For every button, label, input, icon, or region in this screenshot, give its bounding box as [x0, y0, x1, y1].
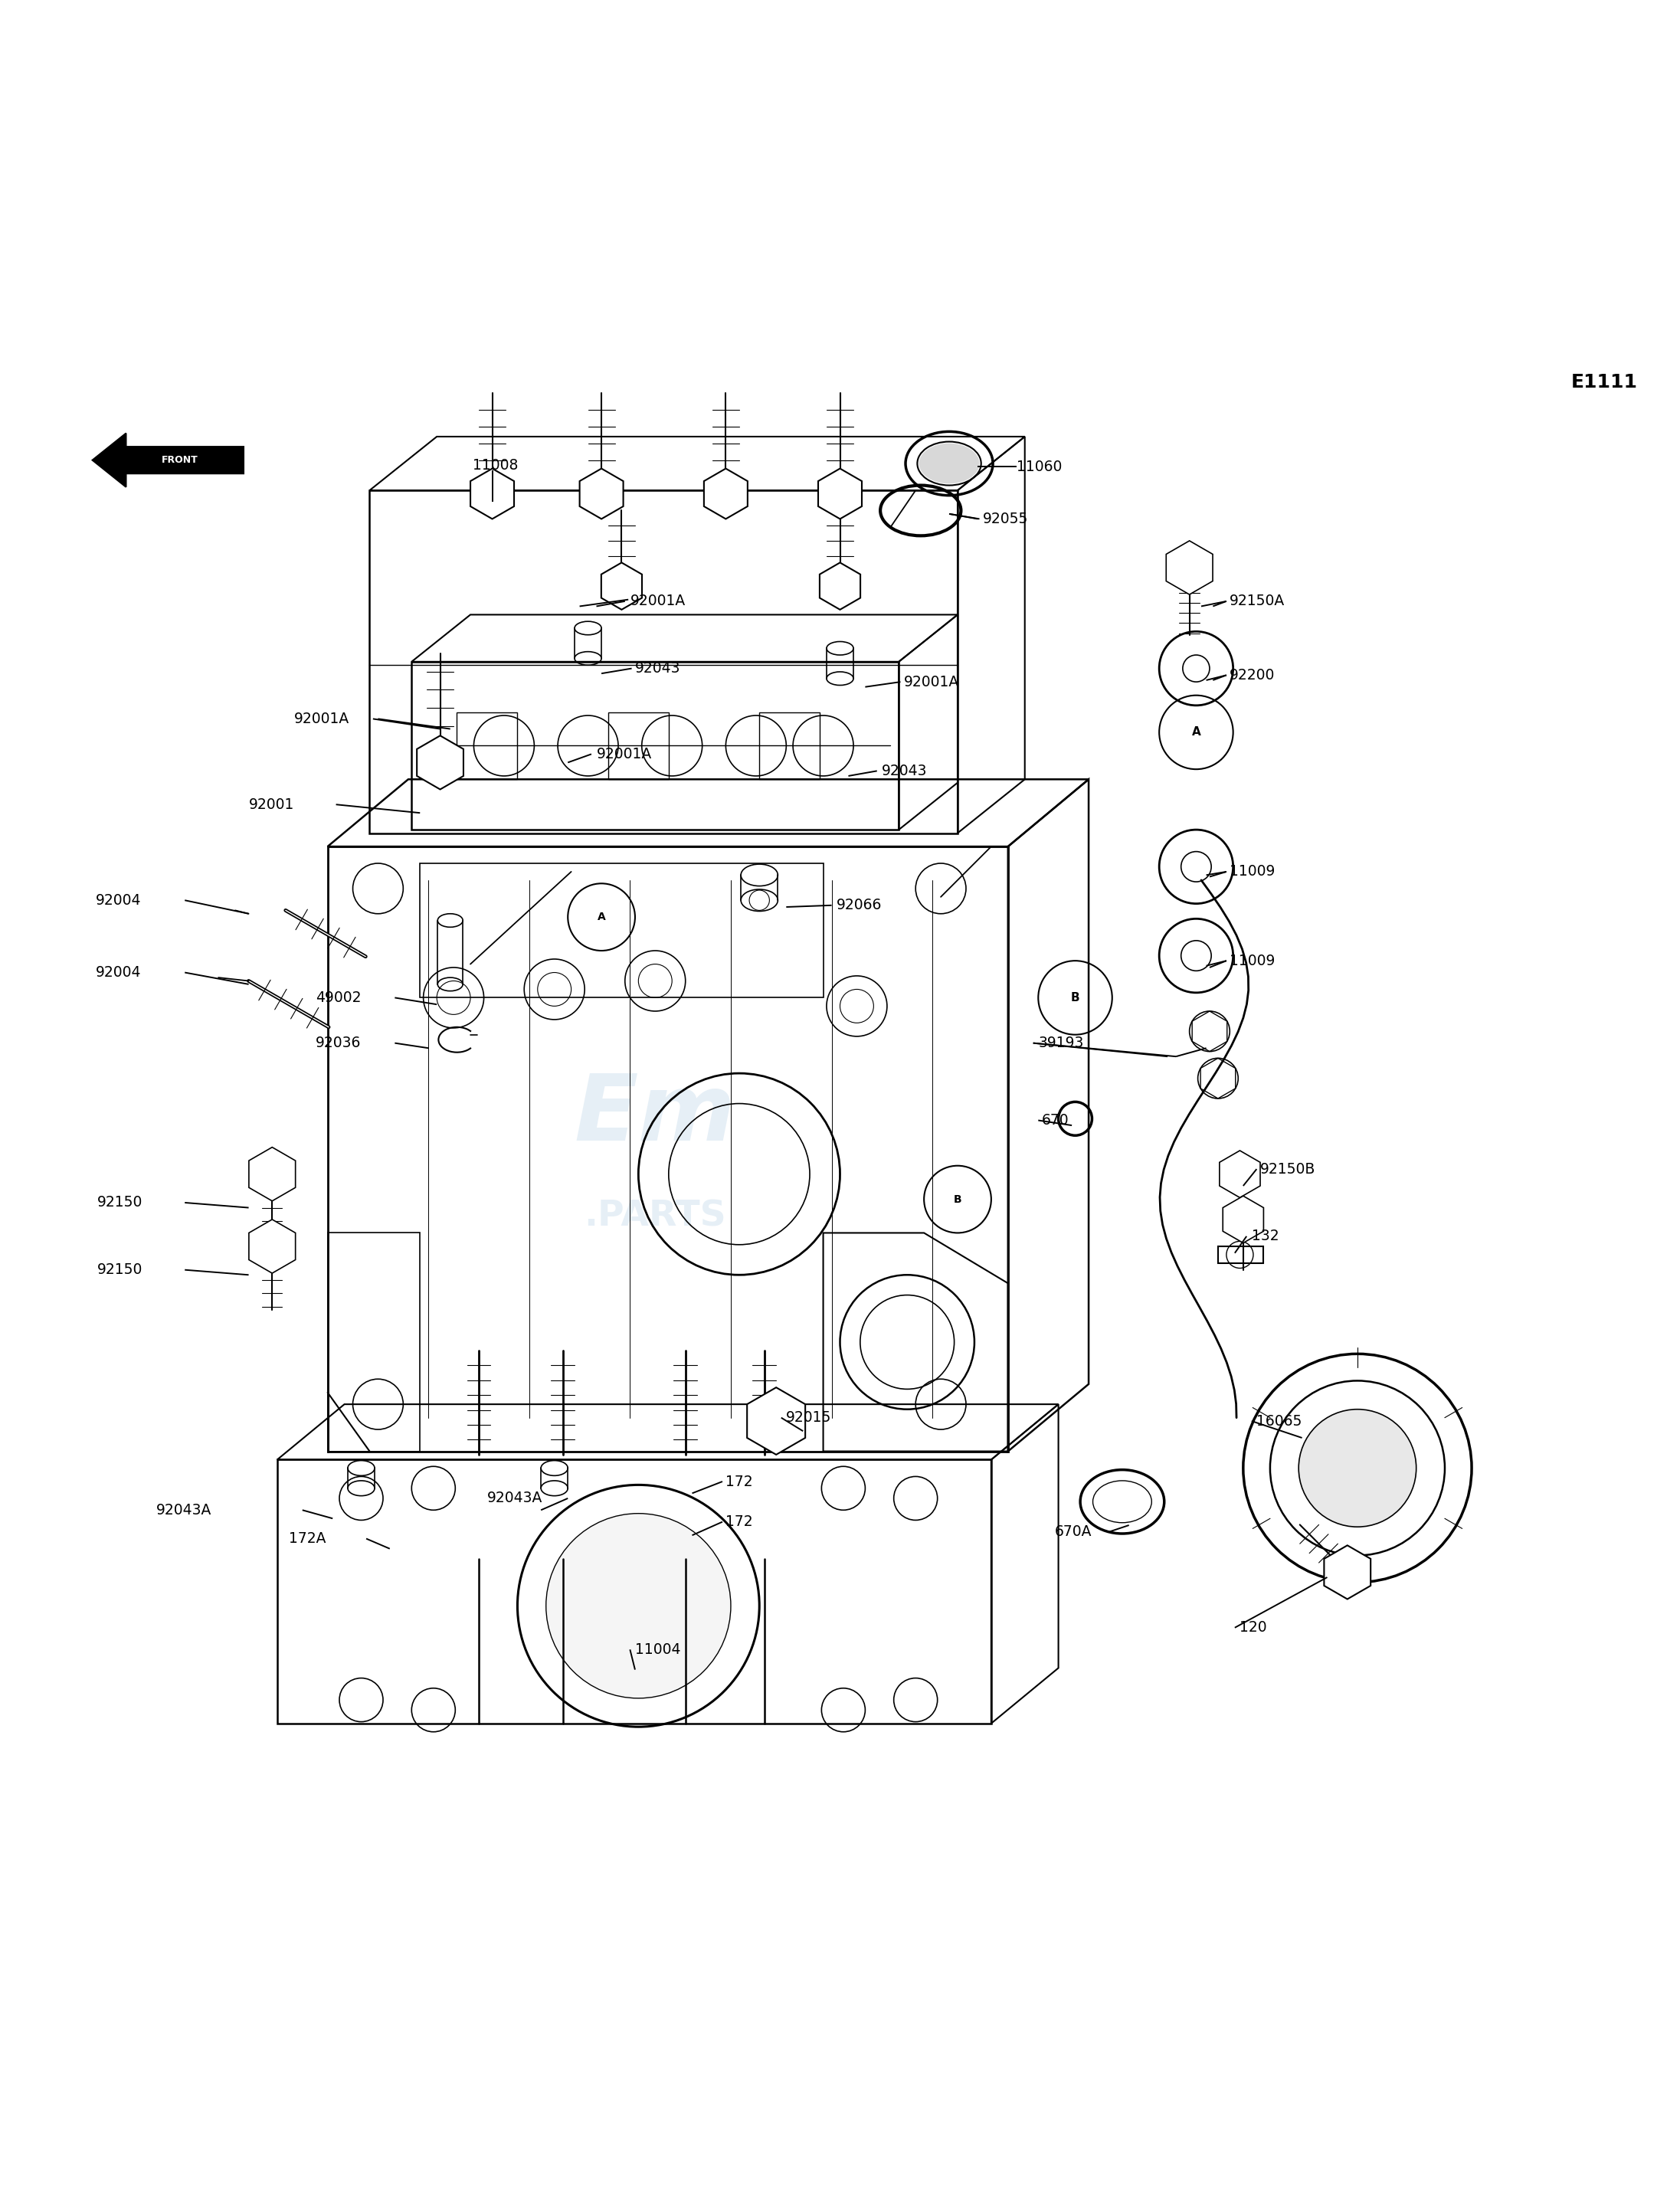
Text: 92055: 92055 [983, 512, 1028, 527]
Text: 92004: 92004 [96, 964, 141, 980]
Text: .PARTS: .PARTS [585, 1200, 726, 1233]
Text: 92015: 92015 [786, 1410, 832, 1426]
Text: 92043A: 92043A [156, 1503, 212, 1518]
Text: 92036: 92036 [316, 1035, 361, 1050]
Circle shape [546, 1514, 731, 1698]
Text: 92001: 92001 [249, 798, 294, 811]
Text: 132: 132 [1252, 1228, 1278, 1244]
Text: 49002: 49002 [316, 991, 361, 1004]
Text: 39193: 39193 [1038, 1035, 1084, 1050]
Text: 670A: 670A [1055, 1525, 1092, 1540]
Bar [412, 661, 899, 830]
Text: A: A [598, 912, 605, 923]
Text: 92004: 92004 [96, 892, 141, 907]
Text: 92150: 92150 [97, 1195, 143, 1211]
Text: A: A [1191, 727, 1201, 738]
Text: B: B [954, 1193, 961, 1204]
Text: Em: Em [575, 1070, 736, 1160]
Text: 92043A: 92043A [487, 1492, 543, 1505]
Text: 172: 172 [726, 1514, 753, 1529]
Text: 11008: 11008 [472, 457, 519, 472]
Bar [328, 846, 1008, 1452]
Text: 11009: 11009 [1230, 953, 1275, 969]
Bar [370, 490, 958, 833]
Text: 11009: 11009 [1230, 863, 1275, 879]
Circle shape [1299, 1408, 1416, 1527]
Text: 92001A: 92001A [630, 593, 685, 609]
Bar [608, 712, 669, 780]
Bar [457, 712, 517, 780]
Bar [759, 712, 820, 780]
Text: 92001A: 92001A [294, 712, 349, 727]
Text: 120: 120 [1240, 1621, 1267, 1635]
Text: 92001A: 92001A [596, 747, 652, 762]
Text: 92150B: 92150B [1260, 1162, 1315, 1175]
Text: 670: 670 [1042, 1114, 1068, 1127]
Text: 11060: 11060 [1016, 459, 1062, 475]
Polygon shape [92, 433, 244, 488]
Text: 92043: 92043 [882, 765, 927, 778]
Text: 92200: 92200 [1230, 668, 1275, 683]
Text: 172: 172 [726, 1474, 753, 1490]
Text: 92001A: 92001A [904, 674, 959, 690]
Text: B: B [1070, 993, 1080, 1004]
Text: FRONT: FRONT [161, 455, 198, 466]
Text: E1111: E1111 [1571, 373, 1638, 391]
Text: 16065: 16065 [1257, 1413, 1302, 1428]
Text: 172A: 172A [289, 1531, 326, 1547]
Text: 92150A: 92150A [1230, 593, 1285, 609]
Text: 11004: 11004 [635, 1641, 680, 1657]
Bar [277, 1459, 991, 1722]
Text: 92150: 92150 [97, 1263, 143, 1276]
Text: 92043: 92043 [635, 661, 680, 677]
Text: 92066: 92066 [837, 899, 882, 912]
Ellipse shape [919, 444, 979, 483]
